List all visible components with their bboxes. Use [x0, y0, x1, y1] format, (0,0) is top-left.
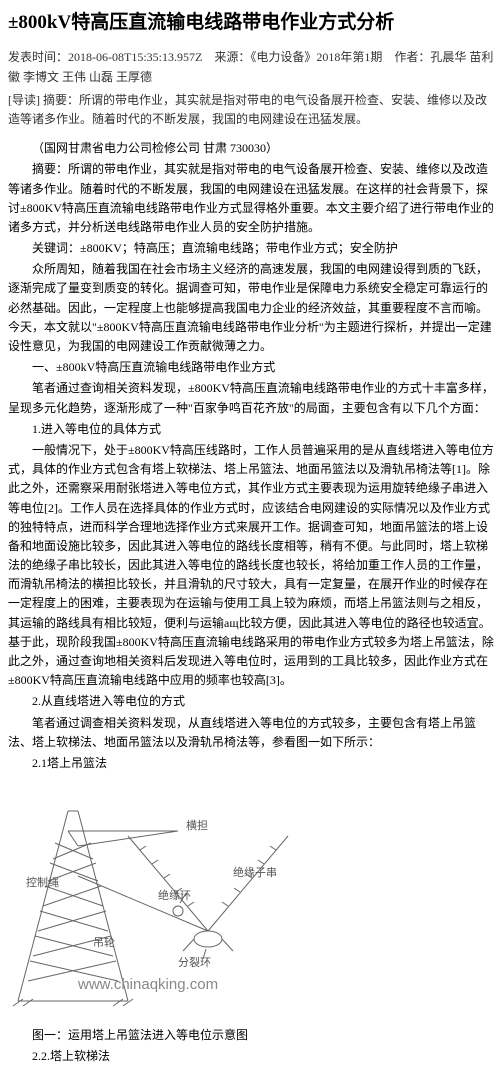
- label-juevhuan: 绝缘环: [158, 888, 191, 902]
- body-para-3: 众所周知，随着我国在社会市场主义经济的高速发展，我国的电网建设得到质的飞跃，逐渐…: [8, 260, 494, 356]
- body-para-4: 一、±800kV特高压直流输电线路带电作业方式: [8, 358, 494, 377]
- body-para-2: 关键词：±800KV；特高压；直流输电线路；带电作业方式；安全防护: [8, 239, 494, 258]
- abstract: [导读] 摘要：所谓的带电作业，其实就是指对带电的电气设备展开检查、安装、维修以…: [8, 91, 494, 129]
- body-para-10: 2.1塔上吊篮法: [8, 754, 494, 773]
- body-para-6: 1.进入等电位的具体方式: [8, 420, 494, 439]
- body-para-8: 2.从直线塔进入等电位的方式: [8, 692, 494, 711]
- body-para-9: 笔者通过调查相关资料发现，从直线塔进入等电位的方式较多，主要包含有塔上吊篮法、塔…: [8, 714, 494, 752]
- figure-caption: 图一：运用塔上吊篮法进入等电位示意图: [8, 1026, 494, 1045]
- label-hengdan: 横担: [186, 818, 208, 832]
- label-kongzhisheng: 控制绳: [26, 875, 59, 889]
- label-diaolun: 吊轮: [93, 935, 115, 949]
- author-label: 作者：: [394, 50, 430, 64]
- source-value: 《电力设备》2018年第1期: [250, 50, 382, 64]
- abstract-text: 摘要：所谓的带电作业，其实就是指对带电的电气设备展开检查、安装、维修以及改造等诸…: [8, 93, 487, 126]
- label-juevzi: 绝缘子串: [233, 865, 277, 879]
- page-title: ±800kV特高压直流输电线路带电作业方式分析: [8, 8, 494, 38]
- source-label: 来源：: [214, 50, 250, 64]
- tower-diagram-svg: 横担 绝缘子串 控制绳 绝缘环 吊轮 分裂环 www.chinaqking.co…: [8, 781, 308, 1011]
- time-value: 2018-06-08T15:35:13.957Z: [68, 50, 202, 64]
- diagram: 横担 绝缘子串 控制绳 绝缘环 吊轮 分裂环 www.chinaqking.co…: [8, 781, 494, 1018]
- next-section: 2.2.塔上软梯法: [8, 1047, 494, 1066]
- time-label: 发表时间：: [8, 50, 68, 64]
- body-para-7: 一般情况下，处于±800KV特高压线路时，工作人员普遍采用的是从直线塔进入等电位…: [8, 441, 494, 690]
- abstract-lead: [导读]: [8, 93, 40, 107]
- body-para-0: （国网甘肃省电力公司检修公司 甘肃 730030）: [8, 139, 494, 158]
- label-fenliehuan: 分裂环: [178, 956, 211, 969]
- meta-line: 发表时间：2018-06-08T15:35:13.957Z 来源：《电力设备》2…: [8, 48, 494, 86]
- body-para-5: 笔者通过查询相关资料发现，±800KV特高压直流输电线路带电作业的方式十丰富多样…: [8, 379, 494, 417]
- body-para-1: 摘要：所谓的带电作业，其实就是指对带电的电气设备展开检查、安装、维修以及改造等诸…: [8, 160, 494, 237]
- watermark: www.chinaqking.com: [77, 976, 218, 993]
